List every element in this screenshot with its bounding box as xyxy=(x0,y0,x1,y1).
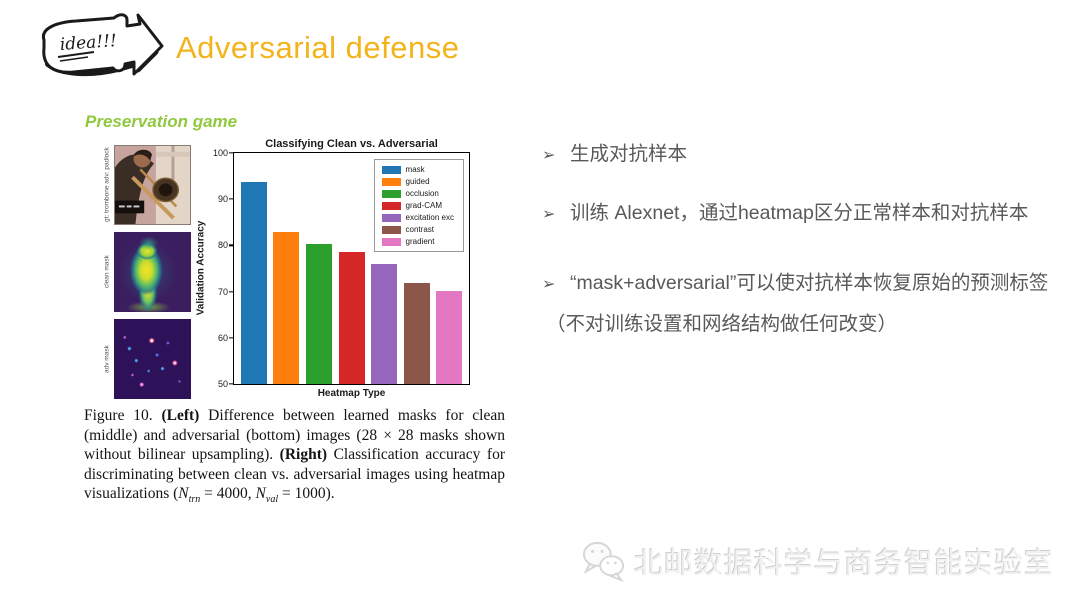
clean-mask-heatmap xyxy=(114,232,191,312)
idea-arrow-text: idea!!! xyxy=(59,31,117,55)
legend-swatch xyxy=(381,237,401,246)
figure-row-adv-mask: adv mask xyxy=(100,319,191,399)
caption-segment: Figure 10. xyxy=(84,407,162,424)
chart-title: Classifying Clean vs. Adversarial xyxy=(265,138,438,150)
y-tick-mark xyxy=(229,152,233,154)
legend-item-mask: mask xyxy=(381,165,454,174)
caption-segment: trn xyxy=(188,494,201,506)
bar-excitation exc xyxy=(371,263,398,384)
legend-item-gradient: gradient xyxy=(381,237,454,246)
legend-label: guided xyxy=(405,177,430,186)
bullet-marker-icon: ➢ xyxy=(542,276,556,293)
bar-guided xyxy=(273,231,300,384)
page-title: Adversarial defense xyxy=(176,30,460,65)
caption-segment: Difference between learned masks for cle… xyxy=(84,407,505,463)
figure-row-clean-mask: clean mask xyxy=(100,232,191,312)
chart-bars xyxy=(234,153,469,384)
figure-image-label: gt: trombone adv: padlock xyxy=(103,147,111,223)
bar-occlusion xyxy=(305,243,332,384)
y-tick-mark xyxy=(229,337,233,339)
legend-swatch xyxy=(381,189,401,198)
legend-item-contrast: contrast xyxy=(381,225,454,234)
legend-swatch xyxy=(381,213,401,222)
caption-segment: (Left) xyxy=(161,407,200,424)
figure-caption: Figure 10. (Left) Difference between lea… xyxy=(84,406,505,510)
figure-image-label: adv mask xyxy=(103,345,111,373)
figure-row-photo: gt: trombone adv: padlock xyxy=(100,145,191,225)
y-tick-label: 90 xyxy=(217,194,228,205)
bullet-text: “mask+adversarial”可以使对抗样本恢复原始的预测标签 （不对训练设… xyxy=(546,270,1048,338)
bullet-item-3: ➢ “mask+adversarial”可以使对抗样本恢复原始的预测标签 （不对训练… xyxy=(542,270,1070,338)
trombone-photo xyxy=(114,145,191,225)
legend-swatch xyxy=(381,225,401,234)
legend-swatch xyxy=(381,201,401,210)
figure-image-label: clean mask xyxy=(103,255,111,289)
bar-mask xyxy=(240,182,267,384)
legend-label: grad-CAM xyxy=(405,201,442,210)
y-tick-mark xyxy=(229,290,233,293)
legend-label: mask xyxy=(405,165,425,174)
chart-legend: mask guided occlusion grad-CAM excitation ex… xyxy=(373,159,464,252)
bullet-marker-icon: ➢ xyxy=(542,147,556,164)
y-tick-mark xyxy=(229,383,233,385)
legend-item-excitation exc: excitation exc xyxy=(381,213,454,222)
caption-segment: Classification accuracy for discriminati… xyxy=(84,446,505,502)
bullet-text: 生成对抗样本 xyxy=(570,143,688,165)
bullet-item-1: ➢ 生成对抗样本 xyxy=(542,141,1070,169)
legend-label: occlusion xyxy=(405,189,439,198)
y-tick-label: 100 xyxy=(212,148,228,158)
y-tick-mark xyxy=(229,198,233,200)
caption-segment: val xyxy=(265,494,279,506)
caption-segment: N xyxy=(255,485,266,502)
adv-mask-heatmap xyxy=(114,319,191,399)
caption-segment: N xyxy=(178,485,189,502)
idea-arrow-icon: idea!!! xyxy=(41,13,164,77)
bullet-marker-icon: ➢ xyxy=(542,206,556,223)
y-tick-mark xyxy=(229,244,233,247)
y-tick-label: 50 xyxy=(217,379,228,389)
wechat-icon xyxy=(582,541,625,582)
bullet-note: （不对训练设置和网络结构做任何改变） xyxy=(546,313,898,335)
y-tick-label: 60 xyxy=(217,332,228,343)
legend-item-grad-CAM: grad-CAM xyxy=(381,201,454,210)
bullet-list: ➢ 生成对抗样本 ➢ 训练 Alexnet，通过heatmap区分正常样本和对抗样本 ➢… xyxy=(542,141,1070,338)
bullet-item-2: ➢ 训练 Alexnet，通过heatmap区分正常样本和对抗样本 xyxy=(542,200,1070,228)
caption-segment: = 4000, xyxy=(200,485,256,502)
legend-item-occlusion: occlusion xyxy=(381,189,454,198)
chart-plot: 50 60 70 80 90 100 mask guided occlusion grad-CA… xyxy=(213,148,470,389)
legend-label: gradient xyxy=(405,237,435,246)
bar-grad-CAM xyxy=(338,251,365,384)
legend-swatch xyxy=(381,177,401,186)
legend-item-guided: guided xyxy=(381,177,454,186)
watermark-text: 北邮数据科学与商务智能实验室 xyxy=(633,548,1054,580)
watermark: 北邮数据科学与商务智能实验室 xyxy=(580,540,1054,582)
y-tick-label: 80 xyxy=(217,240,228,251)
caption-segment: = 1000). xyxy=(278,485,335,502)
bullet-text: 训练 Alexnet，通过heatmap区分正常样本和对抗样本 xyxy=(570,202,1029,224)
bar-gradient xyxy=(436,291,463,384)
bar-contrast xyxy=(403,283,430,384)
chart-y-axis-label: Validation Accuracy xyxy=(195,220,207,316)
legend-swatch xyxy=(381,165,401,174)
figure-image-column: gt: trombone adv: padlock clean mas xyxy=(100,145,191,399)
chart-x-axis-label: Heatmap Type xyxy=(317,388,386,399)
caption-segment: (Right) xyxy=(279,446,328,463)
legend-label: excitation exc xyxy=(405,213,454,222)
section-subtitle: Preservation game xyxy=(85,112,238,131)
legend-label: contrast xyxy=(405,225,434,234)
y-tick-label: 70 xyxy=(217,286,228,297)
